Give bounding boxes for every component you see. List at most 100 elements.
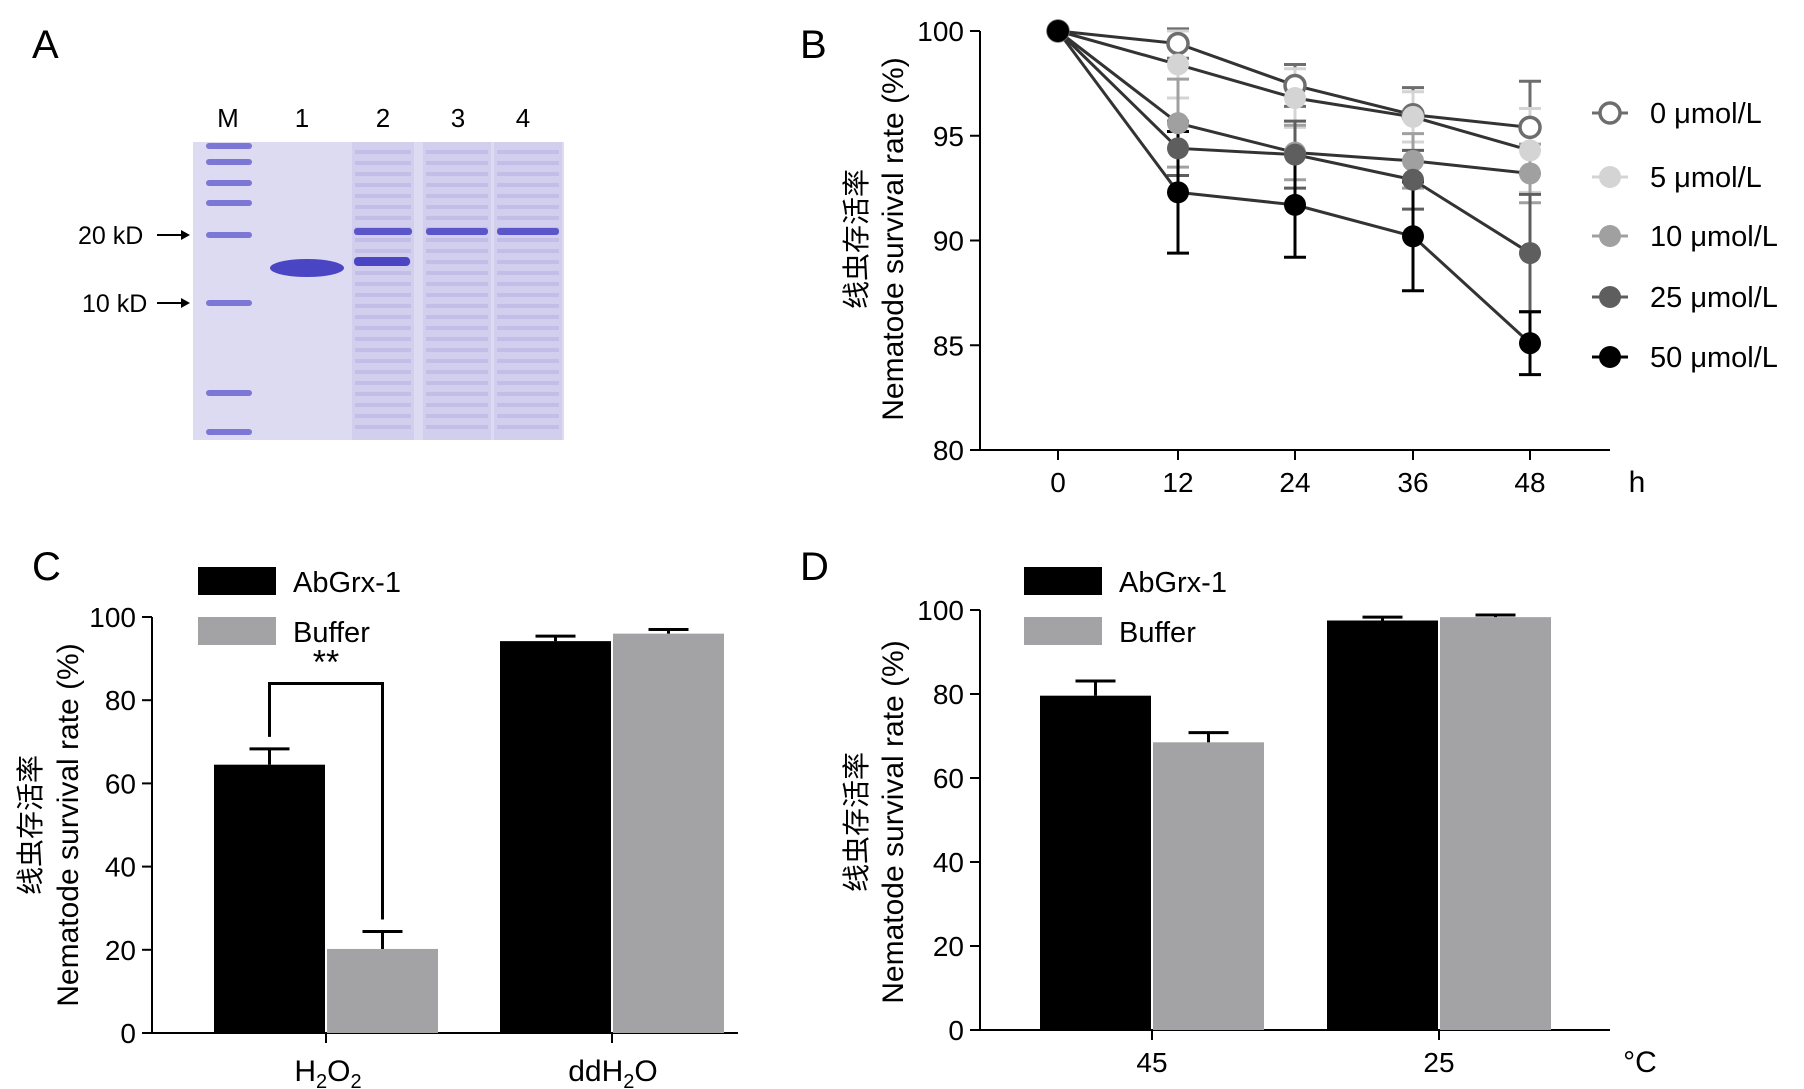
panel-d-bar-buffer xyxy=(1153,742,1264,1030)
panel-c-bar-buffer xyxy=(327,948,438,1033)
gel-lane-stripe xyxy=(426,425,488,429)
panel-b-point-open xyxy=(1518,115,1542,140)
gel-lane-stripe xyxy=(426,150,488,154)
panel-c-significance-label: ** xyxy=(313,644,339,682)
gel-lane-smear-2 xyxy=(352,142,414,440)
gel-lane-stripe xyxy=(497,315,559,319)
gel-lane-stripe xyxy=(497,293,559,297)
gel-lane-stripe xyxy=(355,194,411,198)
gel-lane-stripe xyxy=(497,238,559,242)
gel-band-lane4-upper xyxy=(497,228,559,235)
gel-lane-stripe xyxy=(355,359,411,363)
gel-lane-stripe xyxy=(426,271,488,275)
panel-c-y-tick-label: 60 xyxy=(105,768,136,799)
panel-b-letter: B xyxy=(800,23,827,67)
panel-b-legend-label: 25 μmol/L xyxy=(1650,282,1778,314)
gel-lane-stripe xyxy=(426,381,488,385)
panel-d-legend-swatch xyxy=(1024,617,1102,645)
gel-lane-stripe xyxy=(355,216,411,220)
gel-lane-stripe xyxy=(355,161,411,165)
gel-lane-stripe xyxy=(497,337,559,341)
panel-c-category-ddh2o: ddH2O xyxy=(568,1055,658,1089)
gel-lane-stripe xyxy=(355,381,411,385)
gel-lane-stripe xyxy=(497,403,559,407)
panel-d-y-tick-label: 80 xyxy=(933,679,964,710)
gel-lane-stripe xyxy=(426,238,488,242)
gel-lane-stripe xyxy=(497,425,559,429)
panel-d-category-label: 45 xyxy=(1136,1047,1167,1078)
panel-d-bar-abgrx xyxy=(1040,695,1151,1030)
panel-b-x-tick-label: 24 xyxy=(1279,467,1310,498)
gel-lane-stripe xyxy=(355,150,411,154)
marker-label-10kd: 10 kD xyxy=(82,290,147,318)
gel-lane-stripe xyxy=(355,414,411,418)
panel-b-point xyxy=(1402,105,1424,128)
panel-b-ylabel: Nematode survival rate (%) xyxy=(877,57,910,420)
panel-b-point xyxy=(1284,193,1306,216)
panel-b: B 线虫存活率 Nematode survival rate (%) 80 85 9… xyxy=(800,16,1778,499)
lane-label-1: 1 xyxy=(295,103,309,133)
gel-lane-stripe xyxy=(355,348,411,352)
panel-b-legend: 0 μmol/L 5 μmol/L 10 μmol/L 25 μmol/L 50 μmo… xyxy=(1592,98,1778,374)
panel-b-plot: 80 85 90 95 100 0 12 24 36 48 h xyxy=(917,16,1645,499)
panel-b-point xyxy=(1519,332,1541,355)
panel-b-point xyxy=(1284,87,1306,110)
gel-lane-stripe xyxy=(355,304,411,308)
gel-lane-stripe xyxy=(355,205,411,209)
panel-b-x-tick-label: 36 xyxy=(1397,467,1428,498)
panel-d-y-tick-label: 0 xyxy=(948,1015,964,1046)
gel-lane-stripe xyxy=(497,205,559,209)
panel-d-ylabel-cn: 线虫存活率 xyxy=(841,752,872,892)
panel-c-bar-buffer xyxy=(613,633,724,1033)
gel-lane-stripe xyxy=(426,183,488,187)
panel-c: C 线虫存活率 Nematode survival rate (%) 0 20 40… xyxy=(15,545,738,1089)
lane-label-3: 3 xyxy=(451,103,465,133)
gel-lane-stripe xyxy=(426,348,488,352)
gel-lane-stripe xyxy=(426,326,488,330)
gel-band-lane2-protein xyxy=(354,257,410,266)
panel-b-y-tick-label: 95 xyxy=(933,121,964,152)
gel-lane-stripe xyxy=(497,161,559,165)
gel-lane-stripe xyxy=(426,216,488,220)
panel-d-y-tick-label: 100 xyxy=(917,595,964,626)
panel-b-point xyxy=(1402,225,1424,248)
gel-lane-stripe xyxy=(426,392,488,396)
gel-lane-stripe xyxy=(426,260,488,264)
panel-d-plot: 0 20 40 60 80 100 45 25 °C AbGrx-1 Buffer xyxy=(917,567,1657,1079)
gel-lane-stripe xyxy=(497,392,559,396)
panel-c-ylabel-cn: 线虫存活率 xyxy=(15,755,46,895)
panel-b-legend-label: 5 μmol/L xyxy=(1650,162,1762,194)
panel-d-x-unit: °C xyxy=(1623,1046,1657,1079)
panel-c-ylabel: Nematode survival rate (%) xyxy=(52,643,85,1006)
gel-lane-stripe xyxy=(426,194,488,198)
gel-lane-stripe xyxy=(426,205,488,209)
gel-lane-stripe xyxy=(497,260,559,264)
marker-arrowhead-20kd xyxy=(181,230,190,240)
panel-b-legend-label: 0 μmol/L xyxy=(1650,98,1762,130)
gel-ladder-band xyxy=(206,180,252,186)
panel-b-y-tick-label: 80 xyxy=(933,435,964,466)
gel-lane-stripe xyxy=(426,161,488,165)
panel-b-legend-marker xyxy=(1599,166,1621,188)
marker-label-20kd: 20 kD xyxy=(78,222,143,250)
panel-b-legend-label: 50 μmol/L xyxy=(1650,342,1778,374)
panel-d-y-tick-label: 20 xyxy=(933,931,964,962)
gel-lane-stripe xyxy=(355,326,411,330)
gel-lane-smears xyxy=(352,142,562,440)
panel-b-legend-marker xyxy=(1599,346,1621,368)
gel-lane-stripe xyxy=(355,282,411,286)
gel-lane-stripe xyxy=(497,150,559,154)
gel-ladder-band xyxy=(206,143,252,149)
gel-lane-stripe xyxy=(497,183,559,187)
gel-lane-stripe xyxy=(355,238,411,242)
gel-band-lane2-upper xyxy=(354,228,412,235)
gel-lane-stripe xyxy=(355,293,411,297)
panel-c-y-tick-label: 80 xyxy=(105,685,136,716)
gel-lane-stripe xyxy=(426,293,488,297)
gel-ladder-band xyxy=(206,390,252,396)
panel-b-point-open xyxy=(1166,31,1190,56)
gel-ladder-band xyxy=(206,200,252,206)
gel-lane-stripe xyxy=(426,172,488,176)
panel-c-bar-abgrx xyxy=(214,764,325,1033)
